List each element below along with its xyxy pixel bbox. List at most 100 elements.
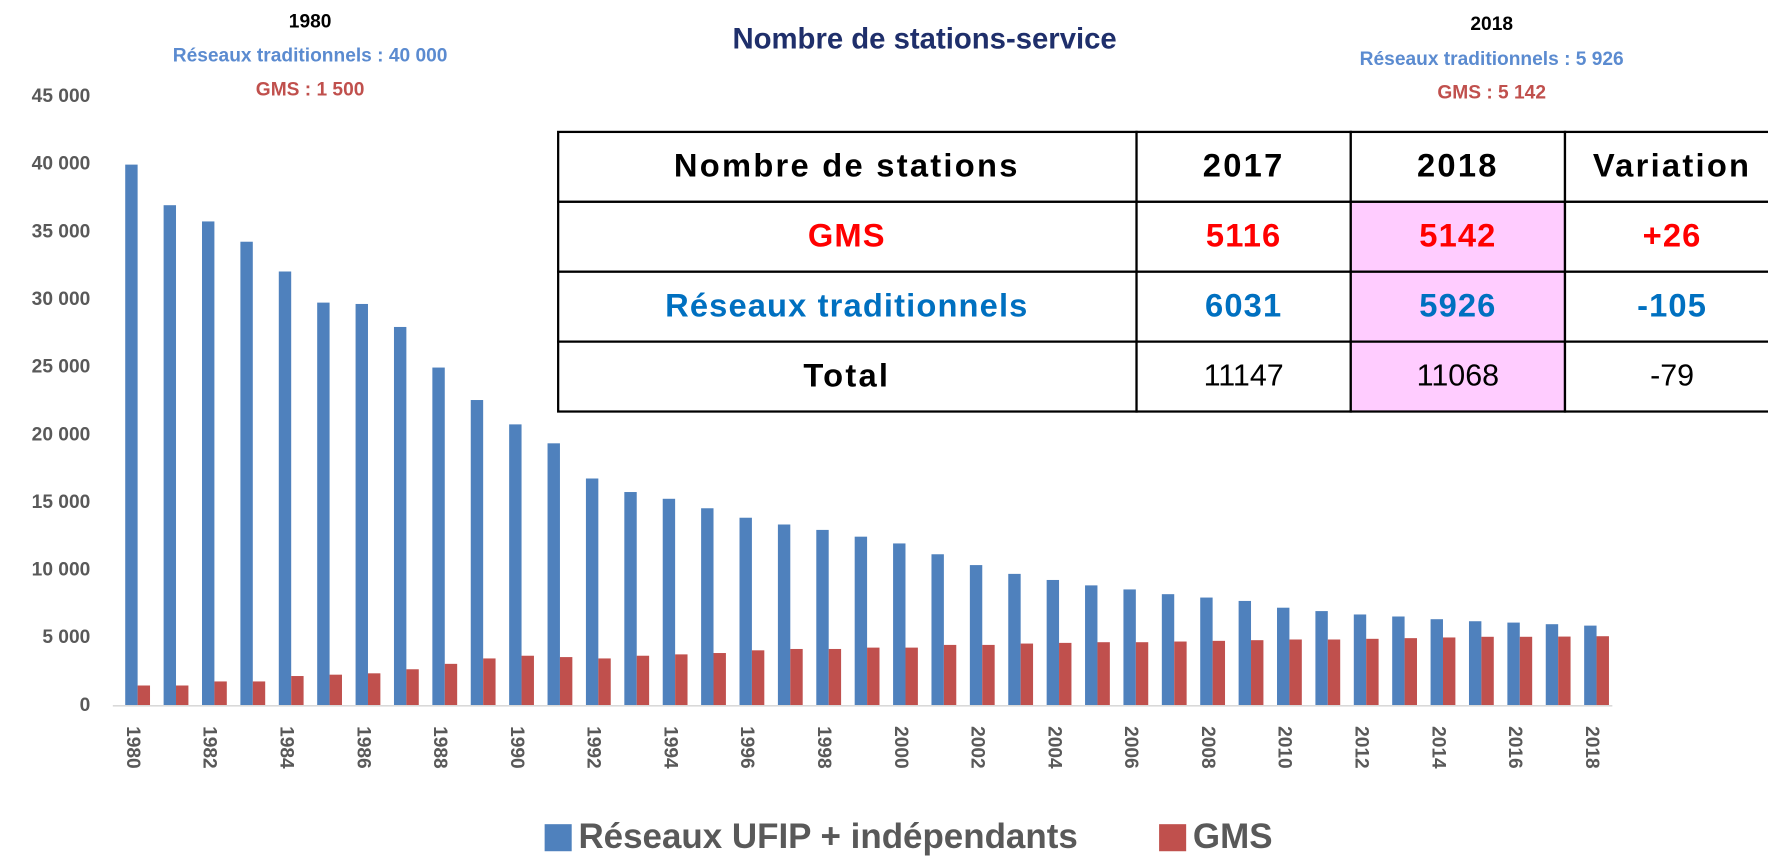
table-cell: [1349, 270, 1567, 343]
bar: [1046, 579, 1060, 706]
x-tick-label: 2004: [1043, 726, 1064, 769]
bar: [931, 554, 944, 706]
x-tick-label: 2000: [890, 726, 911, 769]
bar: [790, 648, 803, 706]
bar: [214, 681, 227, 706]
bar: [893, 543, 906, 706]
x-tick-label: 1994: [659, 726, 680, 769]
x-tick-label: 1992: [583, 726, 604, 769]
bar: [291, 676, 304, 706]
x-tick-label: 2006: [1120, 726, 1141, 769]
x-tick-label: 1984: [275, 726, 296, 769]
bar: [1507, 622, 1520, 706]
bar: [1097, 642, 1110, 706]
bar: [483, 658, 496, 706]
bar: [982, 644, 995, 706]
bar: [1392, 616, 1405, 706]
table-cell: [1349, 340, 1567, 413]
bar: [1238, 600, 1252, 706]
bar: [1085, 585, 1098, 706]
bar: [1584, 625, 1597, 706]
x-tick-label: 1980: [122, 726, 143, 769]
y-tick-label: 45 000: [32, 86, 91, 107]
x-tick-label: 1982: [199, 726, 220, 769]
y-tick-label: 20 000: [32, 424, 91, 445]
bar: [969, 565, 983, 706]
bar: [1277, 607, 1290, 706]
table-cell-text: 11068: [1417, 359, 1499, 393]
bar: [636, 655, 650, 706]
bar: [1327, 639, 1341, 706]
bar: [701, 508, 714, 706]
bar: [816, 529, 829, 706]
bar: [1123, 589, 1136, 706]
bar: [1468, 621, 1482, 706]
bar: [432, 367, 445, 706]
annotation: 1980: [289, 12, 332, 33]
legend-label: GMS: [1193, 817, 1273, 856]
table-header: 2017: [1203, 147, 1285, 184]
x-tick-label: 2002: [967, 726, 988, 769]
bar: [444, 663, 458, 706]
annotation: 2018: [1470, 14, 1513, 35]
bar: [367, 673, 381, 706]
table-cell-text: 5142: [1419, 217, 1496, 254]
table-cell-text: 6031: [1205, 286, 1282, 323]
bar: [1481, 636, 1494, 706]
bar: [559, 657, 573, 706]
table-cell-text: +26: [1643, 217, 1702, 254]
bar: [828, 648, 842, 706]
bar: [317, 302, 330, 706]
table-cell: [1349, 200, 1567, 273]
bar: [176, 685, 189, 706]
bar: [1289, 639, 1302, 706]
plot-area: 0 5 000 10 000 15 000 20 000 25 000 30 000 35 0…: [32, 86, 1613, 856]
bar: [598, 658, 611, 706]
bar: [1404, 638, 1417, 706]
table: Nombre de stations 2017 2018 Variation G…: [557, 130, 1768, 413]
bar: [1020, 643, 1034, 706]
chart-title: Nombre de stations-service: [732, 22, 1116, 55]
y-tick-label: 40 000: [32, 154, 91, 175]
bar: [1200, 597, 1213, 706]
table-header: Variation: [1593, 147, 1751, 184]
y-tick-label: 5 000: [42, 627, 90, 648]
table-cell: [1563, 130, 1768, 203]
annotation: Réseaux traditionnels : 40 000: [173, 45, 448, 66]
bar: [1008, 573, 1021, 706]
bar: [252, 681, 266, 706]
y-tick-label: 35 000: [32, 221, 91, 242]
bar: [1558, 636, 1571, 706]
table-cell-text: 5926: [1419, 286, 1496, 323]
bar: [547, 443, 560, 706]
table-header: 2018: [1417, 147, 1499, 184]
x-tick-label: 2008: [1197, 726, 1218, 769]
table-cell: [1563, 270, 1768, 343]
bar: [137, 685, 151, 706]
y-tick-label: 0: [80, 695, 91, 716]
annotation: GMS : 5 142: [1437, 83, 1546, 104]
bar: [777, 524, 791, 706]
table-cell-text: -105: [1637, 286, 1707, 323]
x-tick-label: 1996: [736, 726, 757, 769]
x-tick-label: 2014: [1427, 726, 1448, 769]
bar: [240, 241, 253, 706]
y-tick-label: 25 000: [32, 357, 91, 378]
bar: [1135, 642, 1149, 706]
bar: [751, 650, 765, 706]
bar: [1161, 594, 1175, 706]
x-tick-label: 2010: [1274, 726, 1295, 769]
table-cell-text: 5116: [1206, 217, 1281, 254]
table-cell-text: -79: [1650, 359, 1694, 393]
bar: [662, 498, 676, 706]
bar: [202, 221, 215, 706]
x-tick-label: 2012: [1350, 726, 1371, 769]
bar: [329, 674, 342, 706]
bar: [1366, 638, 1379, 706]
bar: [355, 303, 368, 706]
bar: [1059, 642, 1072, 706]
bar: [1212, 640, 1226, 706]
table-cell: [557, 270, 1138, 343]
bar: [470, 400, 484, 706]
